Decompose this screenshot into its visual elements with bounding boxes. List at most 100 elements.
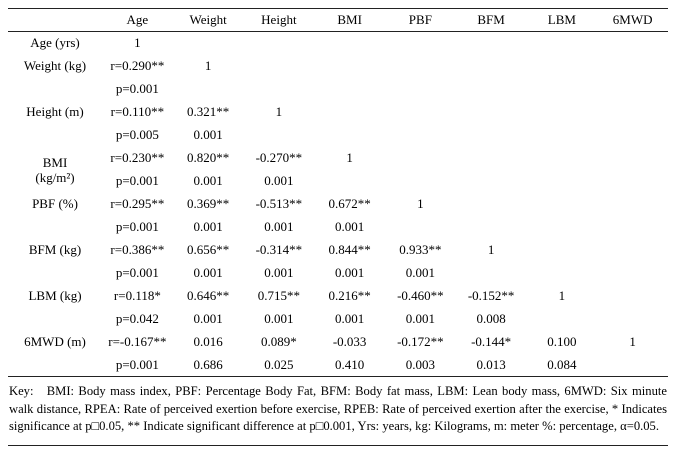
r-value-cell: -0.460** <box>397 288 444 303</box>
p-value-cell <box>244 124 315 147</box>
p-value-cell <box>527 216 598 239</box>
p-value-cell <box>527 170 598 193</box>
p-value-cell <box>597 308 668 331</box>
column-header-6mwd: 6MWD <box>612 12 653 27</box>
key-note: Key: BMI: Body mass index, PBF: Percenta… <box>8 379 668 446</box>
row-header-bmi: BMI (kg/m²) <box>8 147 102 193</box>
p-value-cell <box>597 170 668 193</box>
row-header-blank <box>8 308 102 331</box>
p-value-cell <box>314 78 385 101</box>
row-header-6mwd: 6MWD (m) <box>24 334 86 349</box>
column-header-age: Age <box>126 12 149 27</box>
p-value-cell: 0.013 <box>476 356 506 372</box>
r-value-cell: 0.089* <box>261 334 297 349</box>
r-value-cell: -0.152** <box>467 288 515 303</box>
r-value-cell: r=0.110** <box>110 104 165 119</box>
p-value-cell: 0.001 <box>264 311 294 326</box>
column-header-height: Height <box>261 12 297 27</box>
r-value-cell: 0.656** <box>187 242 230 257</box>
r-value-cell <box>456 147 527 170</box>
column-header-blank <box>8 9 102 32</box>
p-value-cell <box>597 216 668 239</box>
p-value-cell <box>385 170 456 193</box>
r-value-cell <box>456 55 527 78</box>
table-row-bmi-r: BMI (kg/m²) r=0.230** 0.820** -0.270** 1 <box>8 147 668 185</box>
r-value-cell: r=-0.167** <box>108 334 167 349</box>
row-header-bmi-line1: BMI <box>42 154 68 170</box>
p-value-cell <box>597 124 668 147</box>
column-header-bfm: BFM <box>477 12 505 27</box>
row-header-height: Height (m) <box>26 104 84 119</box>
r-value-cell: 0.844** <box>328 242 371 257</box>
column-header-lbm: LBM <box>547 12 576 27</box>
r-value-cell: 1 <box>204 58 212 73</box>
row-header-blank <box>8 78 102 101</box>
p-value-cell: 0.001 <box>193 265 223 280</box>
table-row-bfm-r: BFM (kg) r=0.386** 0.656** -0.314** 0.84… <box>8 239 668 262</box>
p-value-cell <box>314 124 385 147</box>
p-value-cell: 0.001 <box>264 173 294 188</box>
paper-page: Age Weight Height BMI PBF BFM LBM 6MWD A… <box>8 8 668 446</box>
p-value-cell: p=0.005 <box>115 127 159 142</box>
table-row-height-p: p=0.005 0.001 <box>8 124 668 147</box>
correlation-table: Age Weight Height BMI PBF BFM LBM 6MWD A… <box>8 8 668 377</box>
r-value-cell <box>527 239 598 262</box>
r-value-cell <box>597 147 668 170</box>
r-value-cell: r=0.290** <box>110 58 165 73</box>
column-header-bmi: BMI <box>337 12 362 27</box>
p-value-cell: 0.686 <box>193 356 223 372</box>
p-value-cell: 0.084 <box>547 356 577 372</box>
table-row-6mwd-p: p=0.001 0.686 0.025 0.410 0.003 0.013 0.… <box>8 354 668 377</box>
p-value-cell <box>244 78 315 101</box>
r-value-cell <box>597 101 668 124</box>
p-value-cell <box>597 262 668 285</box>
r-value-cell: 0.715** <box>257 288 300 303</box>
p-value-cell: 0.001 <box>405 311 435 326</box>
r-value-cell <box>456 101 527 124</box>
row-header-lbm: LBM (kg) <box>28 288 82 303</box>
p-value-cell: 0.001 <box>264 265 294 280</box>
p-value-cell: 0.025 <box>264 356 294 372</box>
r-value-cell <box>527 147 598 170</box>
p-value-cell: p=0.042 <box>115 311 159 326</box>
p-value-cell: 0.001 <box>193 219 223 234</box>
r-value-cell: r=0.386** <box>110 242 165 257</box>
table-row-6mwd-r: 6MWD (m) r=-0.167** 0.016 0.089* -0.033 … <box>8 331 668 354</box>
p-value-cell <box>597 354 668 377</box>
r-value-cell <box>527 101 598 124</box>
p-value-cell <box>456 78 527 101</box>
header-row: Age Weight Height BMI PBF BFM LBM 6MWD <box>8 9 668 32</box>
p-value-cell <box>173 78 244 101</box>
table-row-bmi-p: p=0.001 0.001 0.001 <box>8 170 668 193</box>
r-value-cell <box>385 55 456 78</box>
r-value-cell <box>527 193 598 216</box>
row-header-blank <box>8 354 102 377</box>
r-value-cell <box>385 101 456 124</box>
r-value-cell: 1 <box>417 196 424 211</box>
p-value-cell <box>385 216 456 239</box>
r-value-cell: 0.369** <box>187 196 230 211</box>
r-value-cell: 0.321** <box>187 104 230 119</box>
r-value-cell <box>597 193 668 216</box>
row-header-blank <box>8 124 102 147</box>
table-row-bfm-p: p=0.001 0.001 0.001 0.001 0.001 <box>8 262 668 285</box>
r-value-cell: 0.216** <box>328 288 371 303</box>
r-value-cell: 0.672** <box>328 196 371 211</box>
p-value-cell <box>456 262 527 285</box>
table-row-pbf-p: p=0.001 0.001 0.001 0.001 <box>8 216 668 239</box>
p-value-cell: p=0.001 <box>115 265 159 280</box>
table-row-pbf-r: PBF (%) r=0.295** 0.369** -0.513** 0.672… <box>8 193 668 216</box>
p-value-cell: p=0.001 <box>115 356 159 372</box>
table-row-age-r: Age (yrs) 1 <box>8 32 668 55</box>
r-value-cell <box>456 32 527 55</box>
r-value-cell: 0.820** <box>187 150 230 165</box>
r-value-cell: 1 <box>134 35 141 51</box>
row-header-weight: Weight (kg) <box>23 58 87 73</box>
p-value-cell <box>527 308 598 331</box>
r-value-cell: -0.144* <box>471 334 512 349</box>
row-header-age: Age (yrs) <box>30 35 80 51</box>
table-row-weight-p: p=0.001 <box>8 78 668 101</box>
r-value-cell <box>597 239 668 262</box>
p-value-cell <box>527 262 598 285</box>
row-header-bfm: BFM (kg) <box>28 242 82 257</box>
